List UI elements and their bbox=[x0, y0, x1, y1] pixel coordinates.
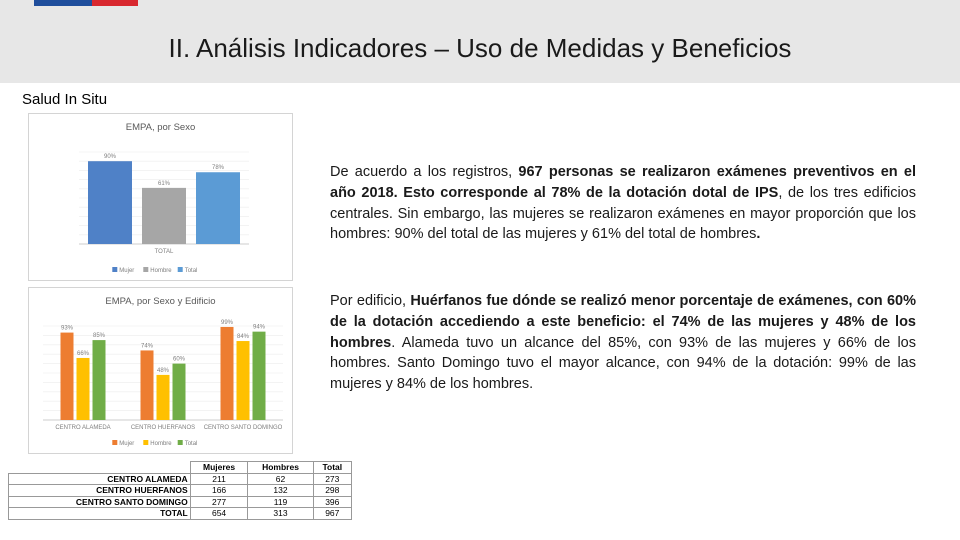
data-label: 84% bbox=[237, 334, 250, 340]
table-cell: 298 bbox=[312, 484, 353, 497]
bar-hombre bbox=[142, 187, 186, 244]
table-cell: 277 bbox=[189, 495, 249, 508]
category-label: CENTRO HUERFANOS bbox=[131, 425, 195, 431]
table-header-cell bbox=[8, 461, 191, 474]
data-label: 48% bbox=[157, 368, 170, 374]
category-label: CENTRO ALAMEDA bbox=[55, 425, 110, 431]
table-header-cell: Mujeres bbox=[189, 461, 249, 474]
paragraph-summary: De acuerdo a los registros, 967 personas… bbox=[330, 162, 916, 245]
legend-swatch-total bbox=[177, 267, 183, 272]
table-row: TOTAL 654 313 967 bbox=[8, 507, 353, 520]
chart-empa-por-sexo-svg: EMPA, por Sexo 90% 61% 78% TOTAL Mujer Hombre T… bbox=[79, 122, 249, 274]
table-row: CENTRO SANTO DOMINGO 277 119 396 bbox=[8, 495, 353, 508]
legend-swatch-total bbox=[177, 440, 183, 445]
legend-label: Total bbox=[185, 268, 198, 274]
table-cell: 273 bbox=[312, 472, 353, 485]
p2-text-2: . Alameda tuvo un alcance del 85%, con 9… bbox=[330, 334, 916, 393]
p1-text-2: , de los tres edificios centrales. Sin e… bbox=[330, 184, 916, 243]
category-label: TOTAL bbox=[155, 249, 174, 255]
table-header-cell: Hombres bbox=[247, 461, 314, 474]
table-row-label: CENTRO SANTO DOMINGO bbox=[8, 495, 191, 508]
bar-mujer bbox=[140, 350, 154, 420]
data-table: Mujeres Hombres Total CENTRO ALAMEDA 211… bbox=[8, 461, 353, 520]
bar-hombre bbox=[236, 341, 250, 420]
data-label: 85% bbox=[93, 333, 106, 339]
legend-swatch-hombre bbox=[143, 440, 149, 445]
table-cell: 132 bbox=[247, 484, 314, 497]
paragraph-by-building: Por edificio, Huérfanos fue dónde se rea… bbox=[330, 291, 916, 395]
chart-empa-por-sexo: EMPA, por Sexo 90% 61% 78% TOTAL Mujer Hombre T… bbox=[28, 113, 293, 281]
legend-label: Hombre bbox=[150, 268, 172, 274]
legend-label: Total bbox=[185, 441, 198, 447]
table-row-label: CENTRO HUERFANOS bbox=[8, 484, 191, 497]
bar-hombre bbox=[76, 357, 90, 420]
p1-bold-1: 967 personas se realizaron exámenes prev… bbox=[330, 164, 916, 201]
bar-mujer bbox=[88, 161, 132, 244]
legend-swatch-hombre bbox=[143, 267, 149, 272]
header-band bbox=[0, 0, 960, 83]
legend-label: Mujer bbox=[119, 268, 134, 274]
chart-empa-por-sexo-y-edificio-svg: EMPA, por Sexo y Edificio 93% 66% 85% CENTRO… bbox=[43, 296, 283, 447]
bar-mujer bbox=[60, 332, 74, 420]
chart-title: EMPA, por Sexo bbox=[126, 122, 196, 133]
table-cell: 967 bbox=[312, 507, 353, 520]
data-label: 93% bbox=[61, 326, 74, 332]
flag-stripe-red bbox=[92, 0, 138, 6]
table-header-cell: Total bbox=[312, 461, 353, 474]
p1-bold-2: . bbox=[756, 226, 761, 243]
table-cell: 396 bbox=[312, 495, 353, 508]
p2-bold-1: Huérfanos fue dónde se realizó menor por… bbox=[330, 293, 916, 351]
chart-empa-por-sexo-y-edificio: EMPA, por Sexo y Edificio 93% 66% 85% CENTRO… bbox=[28, 287, 293, 454]
data-label: 61% bbox=[158, 181, 171, 187]
bar-hombre bbox=[156, 374, 170, 420]
table-cell: 119 bbox=[247, 495, 314, 508]
table-cell: 313 bbox=[247, 507, 314, 520]
data-label: 66% bbox=[77, 351, 90, 357]
legend-label: Hombre bbox=[150, 441, 172, 447]
category-label: CENTRO SANTO DOMINGO bbox=[204, 425, 283, 431]
data-label: 74% bbox=[141, 343, 154, 349]
table-row: CENTRO HUERFANOS 166 132 298 bbox=[8, 484, 353, 497]
table-header-row: Mujeres Hombres Total bbox=[8, 461, 353, 474]
chart-title: EMPA, por Sexo y Edificio bbox=[105, 296, 215, 307]
table-cell: 654 bbox=[189, 507, 249, 520]
table-cell: 211 bbox=[189, 472, 249, 485]
table-row: CENTRO ALAMEDA 211 62 273 bbox=[8, 472, 353, 485]
data-label: 60% bbox=[173, 357, 186, 363]
p1-text-1: De acuerdo a los registros, bbox=[330, 164, 519, 180]
data-label: 90% bbox=[104, 154, 117, 160]
bar-total bbox=[92, 340, 106, 420]
data-label: 99% bbox=[221, 320, 234, 326]
data-label: 94% bbox=[253, 325, 266, 331]
data-label: 78% bbox=[212, 165, 225, 171]
table-row-label: CENTRO ALAMEDA bbox=[8, 472, 191, 485]
bar-mujer bbox=[220, 326, 234, 420]
page-title: II. Análisis Indicadores – Uso de Medida… bbox=[168, 33, 792, 63]
bar-total bbox=[172, 363, 186, 420]
table-cell: 166 bbox=[189, 484, 249, 497]
section-label: Salud In Situ bbox=[22, 91, 108, 108]
legend-label: Mujer bbox=[119, 441, 134, 447]
legend-swatch-mujer bbox=[112, 267, 118, 272]
table-cell: 62 bbox=[247, 472, 314, 485]
bar-total bbox=[252, 331, 266, 420]
bar-total bbox=[196, 172, 240, 244]
legend-swatch-mujer bbox=[112, 440, 118, 445]
flag-stripe-blue bbox=[34, 0, 92, 6]
p2-text-1: Por edificio, bbox=[330, 293, 411, 309]
table-row-label: TOTAL bbox=[8, 507, 191, 520]
